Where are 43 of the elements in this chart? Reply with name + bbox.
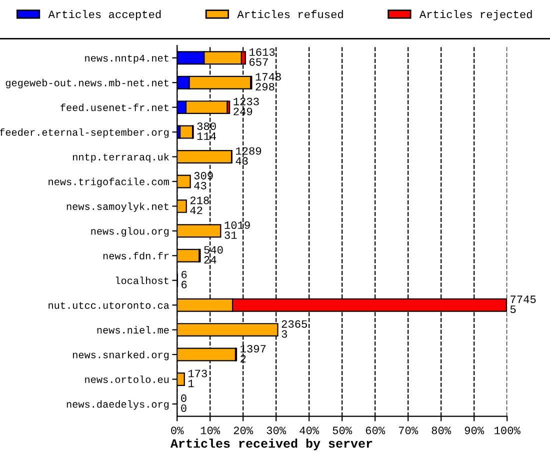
text: 7745 5: [510, 296, 536, 314]
x-tick-label: 100%: [494, 426, 520, 434]
text: 6 6: [182, 270, 187, 288]
x-tick-label: 70%: [398, 426, 418, 434]
y-tick-label: news.nntp4.net: [85, 54, 168, 64]
y-tick-label: localhost: [116, 276, 168, 284]
x-tick-label: 60%: [366, 426, 386, 434]
x-tick-label: 30%: [266, 426, 286, 434]
y-tick-label: news.samoylyk.net: [66, 202, 168, 212]
legend-label: Articles accepted: [48, 10, 161, 20]
x-tick-label: 10%: [200, 426, 220, 434]
y-tick-label: news.glou.org: [91, 227, 169, 237]
text: 1748 298: [256, 73, 281, 91]
y-tick-label: news.fdn.fr: [103, 252, 169, 260]
y-tick-label: news.daedelys.org: [66, 400, 169, 410]
x-tick-label: 90%: [464, 426, 484, 434]
y-tick-label: nntp.terraraq.uk: [72, 153, 169, 163]
y-tick-label: news.snarked.org: [72, 350, 169, 360]
y-tick-label: feed.usenet-fr.net: [60, 104, 168, 112]
x-tick-label: 20%: [234, 426, 254, 434]
x-axis-title: Articles received by server: [170, 438, 372, 450]
text: 218 42: [190, 196, 209, 214]
text: 1019 31: [224, 221, 250, 239]
text: 2365 3: [282, 320, 308, 338]
text: 173 1: [188, 370, 207, 388]
x-tick-label: 0%: [171, 426, 184, 434]
y-tick-label: news.trigofacile.com: [48, 178, 169, 188]
bar: [180, 125, 194, 139]
text: 540 24: [204, 246, 223, 264]
y-tick-label: news.ortolo.eu: [85, 376, 169, 384]
y-tick-label: gegeweb-out.news.mb-net.net: [6, 78, 168, 88]
y-tick-label: feeder.eternal-september.org: [0, 128, 169, 138]
x-tick-label: 40%: [300, 426, 320, 434]
y-tick-label: nut.utcc.utoronto.ca: [48, 302, 170, 309]
text: 380 114: [197, 122, 216, 140]
x-tick-label: 50%: [332, 426, 352, 434]
text: 1613 657: [250, 48, 275, 66]
text: 0 0: [181, 394, 186, 412]
legend-label: Articles refused: [237, 10, 343, 18]
text: 309 43: [194, 172, 213, 190]
y-tick-label: news.niel.me: [97, 326, 169, 334]
x-tick-label: 80%: [432, 426, 452, 434]
legend-label: Articles rejected: [419, 10, 532, 20]
